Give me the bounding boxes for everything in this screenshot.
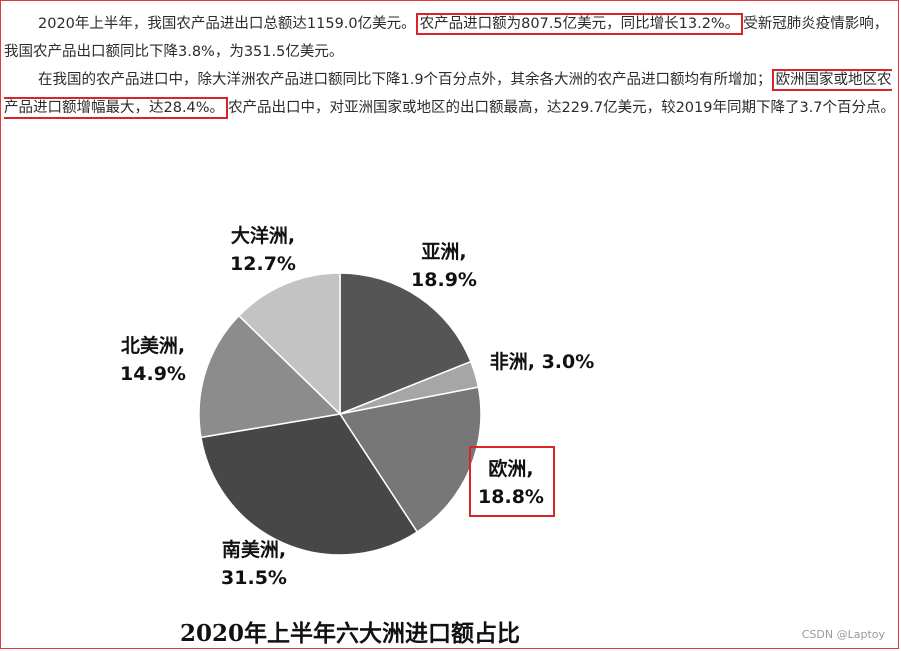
data-label-asia-name: 亚洲,	[421, 241, 466, 263]
pie-slice-oceania	[237, 272, 341, 416]
article-text: 2020年上半年，我国农产品进出口总额达1159.0亿美元。 农产品进口额为807…	[4, 10, 896, 122]
paragraph-2-sentence-3: 农产品出口中，对亚洲国家或地区的出口额最高，达229.7亿美元，较2019年同期…	[228, 100, 896, 116]
data-label-oceania-value: 12.7%	[230, 253, 296, 275]
data-label-europe-value: 18.8%	[478, 486, 544, 508]
highlight-import-growth: 农产品进口额为807.5亿美元，同比增长13.2%。	[415, 13, 744, 35]
data-label-south-america-name: 南美洲,	[222, 538, 286, 561]
data-label-europe-name: 欧洲,	[488, 457, 533, 480]
pie-slice-north-america	[198, 314, 342, 439]
data-label-oceania-name: 大洋洲,	[231, 224, 295, 247]
data-label-africa: 非洲, 3.0%	[490, 351, 595, 373]
chart-title: 2020年上半年六大洲进口额占比	[179, 620, 520, 647]
paragraph-2: 在我国的农产品进口中，除大洋洲农产品进口额同比下降1.9个百分点外，其余各大洲的…	[4, 66, 896, 122]
highlight-europe-growth: 欧洲国家或地区农产品进口额增幅最大，达28.4%。	[4, 69, 892, 119]
paragraph-2-sentence-1: 在我国的农产品进口中，除大洋洲农产品进口额同比下降1.9个百分点外，其余各大洲的…	[38, 72, 772, 88]
data-label-south-america-value: 31.5%	[221, 567, 287, 589]
pie-slice-asia	[339, 272, 472, 416]
data-label-north-america-name: 北美洲,	[121, 334, 185, 357]
pie-chart: 亚洲, 18.9% 非洲, 3.0% 欧洲, 18.8% 南美洲, 31.5% 北美洲, 14.…	[120, 224, 595, 589]
highlight-europe-label	[469, 446, 555, 517]
watermark: CSDN @Laptoy	[801, 628, 885, 641]
pie-slice-south-america	[200, 413, 419, 556]
data-label-north-america-value: 14.9%	[120, 363, 186, 385]
paragraph-1-sentence-3: 受新冠肺炎疫情影响，我国农产品出口额同比下降3.8%，为351.5亿美元。	[4, 16, 889, 60]
paragraph-1: 2020年上半年，我国农产品进出口总额达1159.0亿美元。 农产品进口额为807…	[4, 10, 896, 66]
data-label-asia-value: 18.9%	[411, 269, 477, 291]
paragraph-1-sentence-1: 2020年上半年，我国农产品进出口总额达1159.0亿美元。	[38, 16, 416, 32]
